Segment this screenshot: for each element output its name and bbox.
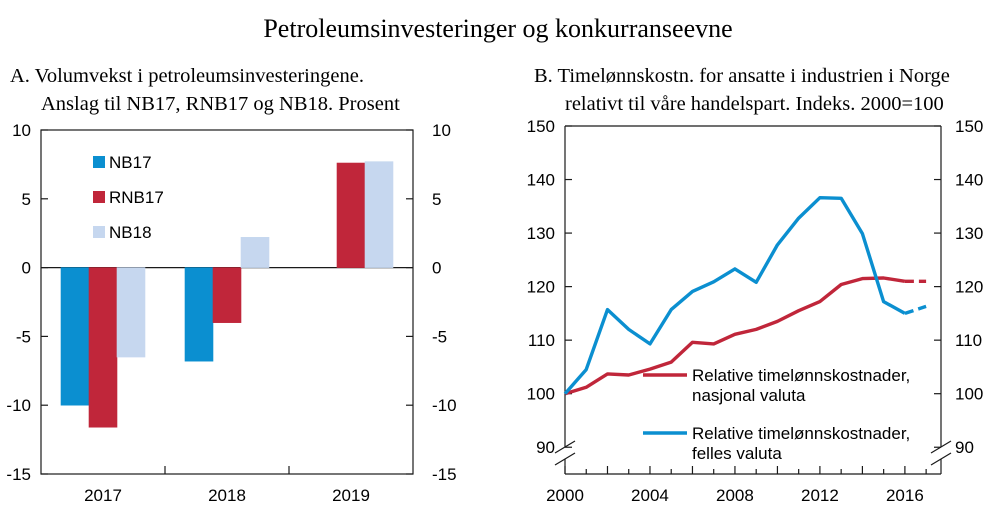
x-tick-label: 2017 (84, 486, 122, 505)
y-tick-label-left: 90 (536, 438, 555, 457)
panel-b-x-axis: 2000 2004 2008 2012 2016 (546, 466, 927, 505)
y-tick-label-right: 5 (432, 190, 441, 209)
panel-b-plot-frame (554, 125, 952, 475)
bar-nb17-2018 (184, 267, 214, 362)
x-tick-label: 2000 (546, 486, 584, 505)
panel-a-legend: NB17 RNB17 NB18 (93, 153, 164, 242)
legend-label-felles-line2: felles valuta (692, 444, 782, 463)
y-tick-label-right: 100 (955, 385, 983, 404)
panel-b-right-axis: 150 140 130 120 110 100 90 (934, 117, 983, 457)
y-tick-label-right: 0 (432, 259, 441, 278)
y-tick-label-left: 100 (527, 385, 555, 404)
panel-a-plot-frame (40, 129, 414, 475)
panel-a-bars (60, 161, 394, 428)
panel-b-legend: Relative timelønnskostnader,nasjonal val… (643, 366, 910, 463)
panel-a-x-axis: 2017 2018 2019 (84, 466, 370, 505)
y-tick-label-left: 0 (22, 259, 31, 278)
y-tick-label-right: -5 (432, 327, 447, 346)
legend-swatch-nb17 (93, 156, 105, 168)
x-tick-label: 2008 (716, 486, 754, 505)
legend-swatch-rnb17 (93, 191, 105, 203)
panel-a-right-axis: 10 5 0 -5 -10 -15 (406, 121, 457, 484)
bar-nb17-2017 (60, 267, 90, 406)
y-tick-label-left: -15 (6, 465, 31, 484)
line-felles-valuta-projection (904, 304, 927, 316)
legend-label-nasjonal-line2: nasjonal valuta (692, 386, 806, 405)
bar-nb18-2017 (116, 267, 146, 358)
legend-swatch-nb18 (93, 226, 105, 238)
y-tick-label-left: -10 (6, 396, 31, 415)
y-tick-label-right: 130 (955, 224, 983, 243)
figure-title: Petroleumsinvesteringer og konkurranseev… (263, 14, 732, 43)
panel-b-lines (563, 195, 927, 396)
y-tick-label-left: 130 (527, 224, 555, 243)
x-tick-label: 2004 (631, 486, 669, 505)
bar-rnb17-2018 (212, 267, 242, 323)
y-tick-label-left: 110 (528, 331, 555, 350)
y-tick-label-right: -10 (432, 396, 457, 415)
axis-break-mark (554, 452, 576, 466)
y-tick-label-right: 150 (955, 117, 983, 136)
legend-label-rnb17: RNB17 (109, 188, 164, 207)
x-tick-label: 2012 (801, 486, 839, 505)
y-tick-label-left: -5 (16, 327, 31, 346)
line-nasjonal-valuta (564, 276, 906, 396)
panel-b: B. Timelønnskostn. for ansatte i industr… (527, 65, 984, 505)
legend-label-nb18: NB18 (109, 223, 152, 242)
y-tick-label-left: 140 (527, 171, 555, 190)
bar-nb18-2018 (240, 237, 270, 268)
panel-a: A. Volumvekst i petroleumsinvesteringene… (6, 65, 456, 505)
x-tick-label: 2016 (886, 486, 924, 505)
bar-rnb17-2019 (336, 162, 366, 268)
y-tick-label-right: -15 (432, 465, 457, 484)
legend-label-nb17: NB17 (109, 153, 152, 172)
y-tick-label-left: 5 (22, 190, 31, 209)
x-tick-label: 2019 (332, 486, 370, 505)
y-tick-label-right: 10 (432, 121, 451, 140)
panel-a-left-axis: 10 5 0 -5 -10 -15 (6, 121, 48, 484)
y-tick-label-left: 120 (527, 278, 555, 297)
panel-a-title-line1: A. Volumvekst i petroleumsinvesteringene… (10, 65, 364, 87)
panel-a-title-line2: Anslag til NB17, RNB17 og NB18. Prosent (41, 93, 400, 115)
panel-b-left-axis: 150 140 130 120 110 100 90 (527, 117, 572, 457)
bar-nb18-2019 (364, 161, 394, 268)
legend-label-nasjonal-line1: Relative timelønnskostnader, (692, 366, 910, 385)
bar-rnb17-2017 (88, 267, 118, 428)
x-tick-label: 2018 (208, 486, 246, 505)
line-felles-valuta (563, 195, 906, 395)
legend-label-felles-line1: Relative timelønnskostnader, (692, 424, 910, 443)
y-tick-label-left: 10 (12, 121, 31, 140)
panel-b-title-line2: relativt til våre handelspart. Indeks. 2… (565, 93, 944, 115)
y-tick-label-right: 110 (955, 331, 982, 350)
y-tick-label-right: 140 (955, 171, 983, 190)
panel-b-title-line1: B. Timelønnskostn. for ansatte i industr… (534, 65, 950, 87)
y-tick-label-right: 90 (955, 438, 974, 457)
y-tick-label-right: 120 (955, 278, 983, 297)
axis-break-mark (930, 452, 952, 466)
y-tick-label-left: 150 (527, 117, 555, 136)
